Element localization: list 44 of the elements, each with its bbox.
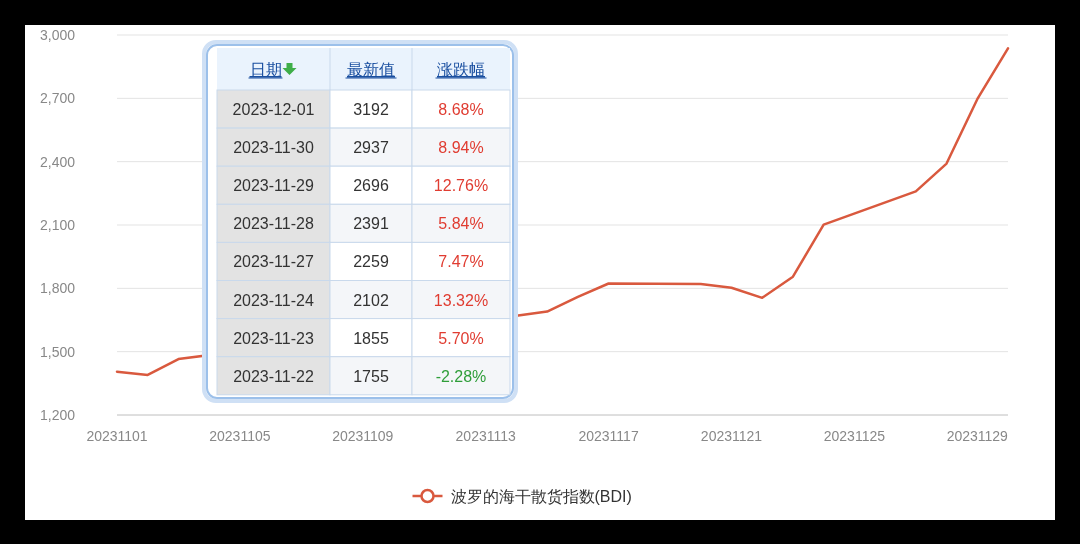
annotation: 12.76% <box>433 177 489 195</box>
annotation: 2023-11-29 <box>233 177 314 195</box>
y-tick-label: 2,400 <box>39 153 76 170</box>
annotation: 2696 <box>353 177 389 195</box>
annotation: 涨跌幅 <box>437 61 485 78</box>
y-tick-label: 2,100 <box>39 217 76 233</box>
annotation: 2023-11-23 <box>233 329 314 347</box>
annotation: 2023-11-28 <box>233 215 314 233</box>
x-tick-label: 20231101 <box>86 428 148 444</box>
y-tick-label: 1,800 <box>39 280 76 297</box>
x-tick-label: 20231113 <box>455 428 517 444</box>
annotation: 2391 <box>353 215 389 233</box>
annotation: 2023-11-27 <box>233 253 314 271</box>
annotation: 5.84% <box>438 215 484 233</box>
annotation: 13.32% <box>433 291 489 309</box>
legend: 波罗的海干散货指数(BDI) <box>412 488 632 505</box>
x-tick-label: 20231125 <box>823 428 886 444</box>
annotation: 1755 <box>353 367 389 385</box>
annotation: 2937 <box>353 139 389 157</box>
y-tick-label: 1,500 <box>39 343 76 360</box>
y-tick-label: 1,200 <box>39 407 76 423</box>
annotation: 8.68% <box>438 101 484 119</box>
annotation: 8.94% <box>438 139 484 157</box>
annotation: 日期 <box>249 61 282 78</box>
annotation: 最新值 <box>347 61 395 78</box>
x-tick-label: 20231105 <box>209 428 271 444</box>
y-tick-label: 3,000 <box>39 27 76 43</box>
annotation: 2023-11-24 <box>233 291 314 309</box>
annotation: 7.47% <box>438 253 484 271</box>
annotation: -2.28% <box>435 367 487 385</box>
x-tick-label: 20231109 <box>332 428 394 444</box>
annotation: 5.70% <box>438 329 484 347</box>
x-tick-label: 20231121 <box>700 428 763 444</box>
annotation: 1855 <box>353 329 389 347</box>
annotation: 2259 <box>353 253 389 271</box>
annotation: 2023-12-01 <box>232 101 315 119</box>
x-tick-label: 20231117 <box>578 428 639 444</box>
y-tick-label: 2,700 <box>39 90 76 107</box>
annotation: 2102 <box>353 291 389 309</box>
legend-label: 波罗的海干散货指数(BDI) <box>450 488 632 505</box>
annotation: 2023-11-22 <box>233 367 314 385</box>
x-tick-label: 20231129 <box>946 428 1009 444</box>
annotation: 3192 <box>353 101 389 119</box>
annotation: 2023-11-30 <box>233 139 314 157</box>
